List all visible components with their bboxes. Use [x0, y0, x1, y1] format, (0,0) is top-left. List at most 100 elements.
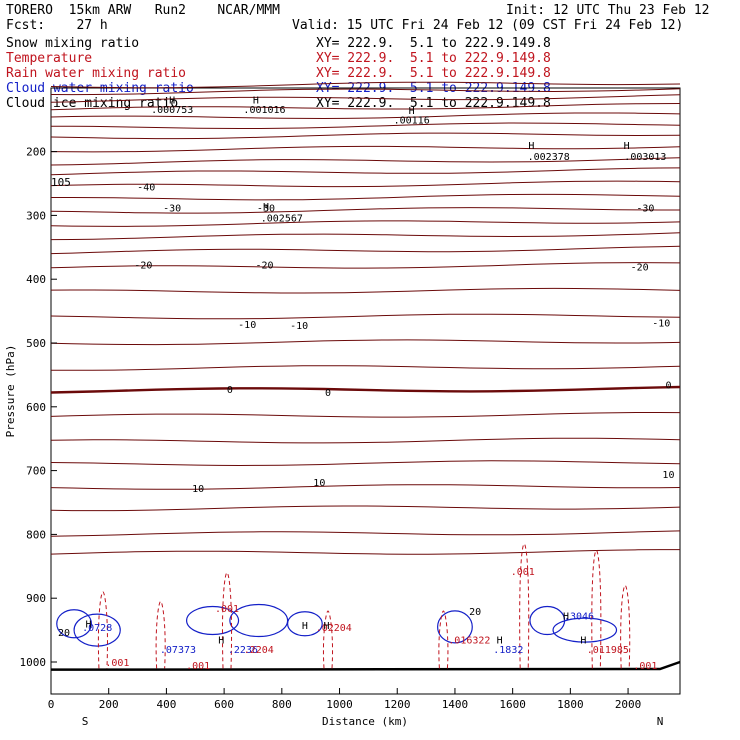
temperature-label: 10 [662, 470, 674, 481]
rain-water-contour [221, 572, 233, 669]
temperature-label: -20 [134, 261, 152, 272]
x-tick-label: 1400 [442, 698, 469, 711]
y-tick-label: 1000 [20, 656, 47, 669]
isotherm-line [50, 287, 681, 294]
maximum-marker: H [85, 620, 91, 631]
x-tick-label: 800 [272, 698, 292, 711]
y-tick-label: 700 [26, 465, 46, 478]
isotherm-line [50, 220, 681, 227]
mixing-ratio-label: .001 [511, 567, 535, 578]
cloud-water-contour [552, 617, 618, 643]
y-top-label: 105 [51, 176, 71, 189]
moisture-layer [56, 543, 631, 669]
x-tick-label: 1800 [557, 698, 584, 711]
isotherm-line [50, 112, 681, 120]
isotherm-line [51, 122, 681, 129]
mixing-ratio-label: .2204 [244, 645, 274, 656]
isotherm-line [50, 460, 681, 467]
mixing-ratio-label: .1832 [493, 645, 523, 656]
mixing-ratio-label: .02204 [316, 623, 352, 634]
temperature-label: 20 [469, 607, 481, 618]
x-tick-label: 400 [156, 698, 176, 711]
isotherm-line [50, 145, 681, 153]
isotherm-line [50, 132, 681, 140]
isotherm-line [51, 365, 681, 371]
isotherm-line [50, 88, 681, 96]
maximum-marker: H [497, 636, 503, 647]
cloud-water-contour [437, 610, 473, 644]
y-tick-label: 200 [26, 146, 46, 159]
mixing-ratio-label: .2236 [228, 645, 258, 656]
maximum-marker: H [580, 636, 586, 647]
init-time: Init: 12 UTC Thu 23 Feb 12 [506, 3, 710, 18]
temperature-label: 0 [227, 385, 233, 396]
x-tick-label: 0 [48, 698, 55, 711]
y-tick-label: 900 [26, 592, 46, 605]
cloud-water-contour [56, 609, 92, 639]
mixing-ratio-label: .011985 [587, 645, 629, 656]
mixing-ratio-label: .001 [186, 661, 210, 672]
x-tick-label: 1200 [384, 698, 411, 711]
temperature-label: -20 [255, 261, 273, 272]
maximum-marker: H [253, 95, 259, 106]
rain-water-contour [322, 610, 333, 669]
temperature-label: 0 [665, 380, 671, 391]
isotherm-layer [50, 81, 681, 671]
isotherm-line [50, 437, 681, 444]
maximum-marker: H [302, 621, 308, 632]
legend-snow-name: Snow mixing ratio [6, 36, 140, 51]
temperature-label: 20 [58, 628, 70, 639]
legend-snow-xy: XY= 222.9. 5.1 to 222.9.149.8 [316, 36, 551, 51]
isotherm-line [50, 385, 681, 394]
isotherm-line [50, 232, 681, 241]
x-tick-label: 1600 [499, 698, 526, 711]
isotherm-line [50, 94, 681, 103]
isotherm-line [50, 207, 680, 214]
temperature-label: 10 [192, 484, 204, 495]
maximum-marker: H [409, 106, 415, 117]
isotherm-line [50, 505, 681, 512]
isotherm-line [51, 193, 681, 201]
isotherm-line [50, 339, 681, 346]
forecast-hour: Fcst: 27 h [6, 18, 108, 33]
maximum-marker: H [528, 141, 534, 152]
rain-water-contour [519, 543, 530, 669]
label-layer: -40 -30 -30 -30 -20 -20 -20 -10 -10 -10 0 0 0 10 10 10 2… [58, 95, 675, 672]
rain-water-contour [97, 591, 108, 669]
maximum-marker: H [169, 95, 175, 106]
isotherm-line [50, 484, 681, 490]
temperature-label: -30 [636, 204, 654, 215]
y-tick-label: 600 [26, 401, 46, 414]
x-tick-label: 1000 [326, 698, 353, 711]
south-label: S [82, 715, 89, 728]
axes-layer: 0 200 400 600 800 1000 1200 1400 1600 1800 2000200… [20, 146, 642, 711]
rain-water-contour [620, 584, 631, 669]
mixing-ratio-label: .002567 [261, 213, 303, 224]
y-tick-label: 400 [26, 273, 46, 286]
legend-temp-name: Temperature [6, 51, 93, 66]
legend-rain-xy: XY= 222.9. 5.1 to 222.9.149.8 [316, 66, 551, 81]
mixing-ratio-label: .016322 [448, 636, 490, 647]
isotherm-line [50, 549, 680, 555]
isotherm-line [50, 103, 681, 111]
mixing-ratio-label: .001 [633, 661, 657, 672]
mixing-ratio-label: .003013 [624, 152, 666, 163]
mixing-ratio-label: .001 [105, 658, 129, 669]
isotherm-line [50, 262, 681, 269]
isotherm-line [50, 245, 681, 255]
cloud-water-contour [73, 613, 121, 647]
y-axis-title: Pressure (hPa) [4, 345, 17, 438]
x-axis-title: Distance (km) [322, 715, 408, 728]
cloud-water-contour [286, 611, 323, 637]
cloud-water-contour [529, 605, 566, 636]
mixing-ratio-label: .000753 [151, 105, 193, 116]
x-tick-label: 200 [99, 698, 119, 711]
mixing-ratio-label: .001 [215, 604, 239, 615]
isotherm-line [50, 180, 681, 188]
cloud-water-contour [186, 605, 240, 636]
y-tick-label: 500 [26, 337, 46, 350]
maximum-marker: H [218, 636, 224, 647]
model-title: TORERO 15km ARW Run2 NCAR/MMM [6, 3, 280, 18]
north-label: N [657, 715, 664, 728]
mixing-ratio-label: .07373 [160, 645, 196, 656]
